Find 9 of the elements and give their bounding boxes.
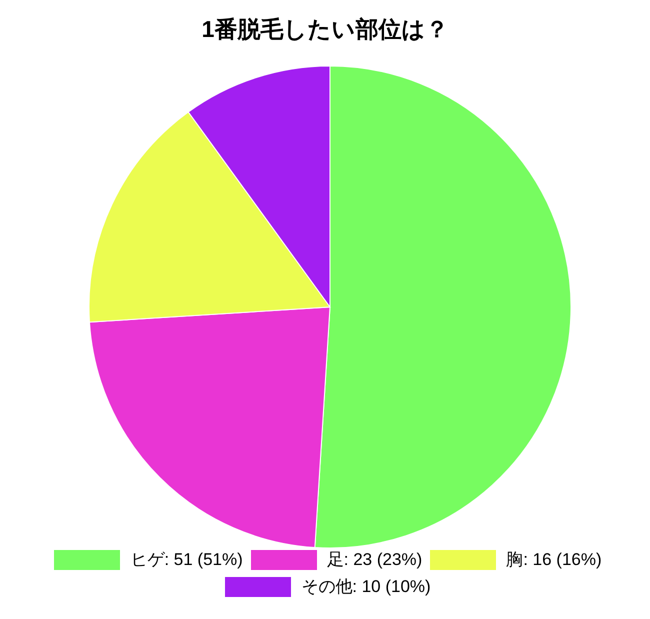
legend-label: 足 [326,550,344,569]
legend-label: 胸 [506,550,524,569]
data-label: : 10 (10%) [352,577,431,596]
data-label: : 16 (16%) [523,550,602,569]
legend-label: その他 [301,577,352,596]
legend-label: ヒゲ [130,550,164,569]
chart-title: 1番脱毛したい部位は？ [200,15,450,44]
data-label: : 23 (23%) [344,550,422,569]
data-label: : 51 (51%) [164,550,243,569]
